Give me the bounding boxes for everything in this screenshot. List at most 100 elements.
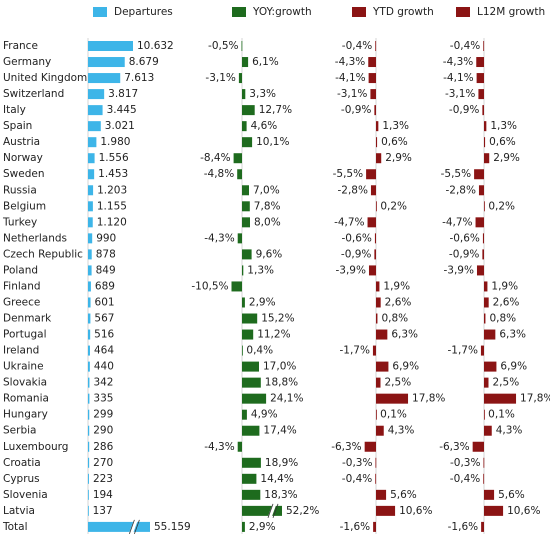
value-label: 3.445 [107, 104, 137, 116]
value-label: 286 [93, 441, 113, 453]
value-label: -4,7% [442, 216, 472, 228]
bar [484, 281, 488, 292]
bar [373, 521, 376, 532]
value-label: 15,2% [261, 313, 294, 325]
bar [242, 217, 250, 228]
bar [88, 457, 90, 468]
value-label: 4,6% [251, 120, 278, 132]
bar [242, 201, 250, 212]
bar [374, 105, 376, 116]
bar [242, 409, 247, 420]
value-label: 290 [93, 425, 113, 437]
bar [484, 153, 490, 164]
category-label: Luxembourg [3, 441, 68, 453]
value-label: -5,5% [333, 168, 363, 180]
bar [478, 89, 484, 100]
category-label: Denmark [3, 313, 52, 325]
value-label: 1,3% [490, 120, 517, 132]
value-label: 2,9% [249, 296, 276, 308]
value-label: 2,9% [493, 152, 520, 164]
value-label: 7,0% [253, 184, 280, 196]
bar [88, 233, 93, 244]
value-label: 1.155 [97, 200, 127, 212]
value-label: -1,6% [340, 521, 370, 533]
value-label: -4,1% [335, 72, 365, 84]
value-label: 601 [95, 296, 115, 308]
bar [242, 313, 258, 324]
bar [242, 345, 243, 356]
value-label: 6,3% [391, 329, 418, 341]
value-label: -4,3% [443, 56, 473, 68]
bar [375, 473, 377, 484]
category-label: Cyprus [3, 473, 40, 485]
value-label: 689 [95, 280, 115, 292]
bar [368, 265, 376, 276]
value-label: 52,2% [286, 505, 319, 517]
bar [376, 505, 396, 516]
value-label: 0,2% [488, 200, 515, 212]
bar [483, 473, 485, 484]
bar [88, 57, 125, 68]
legend-swatch [456, 7, 470, 17]
value-label: 1,3% [247, 264, 274, 276]
bar [242, 137, 253, 148]
value-label: 6,3% [499, 329, 526, 341]
value-label: -4,7% [334, 216, 364, 228]
category-label: Latvia [3, 505, 35, 517]
value-label: -1,7% [339, 345, 369, 357]
category-label: Poland [3, 264, 38, 276]
bar [238, 73, 242, 84]
bar [242, 249, 252, 260]
bar [482, 249, 484, 260]
value-label: 1.120 [97, 216, 127, 228]
value-label: 18,8% [265, 377, 298, 389]
bar [242, 489, 261, 500]
category-label: Ireland [3, 345, 39, 357]
category-label: Switzerland [3, 88, 64, 100]
value-label: 0,1% [488, 409, 515, 421]
category-label: Spain [3, 120, 32, 132]
bar [472, 441, 484, 452]
value-label: 2,6% [493, 296, 520, 308]
value-label: 10.632 [137, 40, 174, 52]
bar [367, 217, 376, 228]
value-label: 342 [93, 377, 113, 389]
bar [482, 105, 484, 116]
category-label: Austria [3, 136, 40, 148]
value-label: -0,5% [208, 40, 238, 52]
value-label: 11,2% [257, 329, 290, 341]
legend-label: YTD growth [372, 6, 434, 18]
category-label: Russia [3, 184, 37, 196]
bar [88, 185, 94, 196]
category-label: Romania [3, 393, 49, 405]
category-label: Turkey [2, 216, 37, 228]
bar [376, 121, 379, 132]
value-label: 1.980 [100, 136, 130, 148]
value-label: 0,2% [380, 200, 407, 212]
bar [376, 137, 378, 148]
value-label: 3,3% [249, 88, 276, 100]
value-label: 1,9% [491, 280, 518, 292]
bar [88, 41, 133, 51]
bar [88, 121, 101, 132]
value-label: 0,6% [489, 136, 516, 148]
value-label: 440 [94, 361, 114, 373]
category-label: Czech Republic [3, 248, 83, 260]
value-label: -0,4% [450, 40, 480, 52]
bar [88, 393, 90, 404]
bar [88, 73, 121, 84]
value-label: 18,9% [265, 457, 298, 469]
bar [376, 409, 377, 420]
category-label: Croatia [3, 457, 41, 469]
category-label: Slovakia [3, 377, 47, 389]
value-label: 0,8% [381, 313, 408, 325]
category-label: France [3, 40, 38, 52]
bar [88, 521, 150, 532]
bar [480, 345, 484, 356]
legend-label: L12M growth [477, 6, 545, 18]
bar [88, 361, 90, 372]
value-label: 4,3% [496, 425, 523, 437]
bar [242, 505, 282, 516]
bar [233, 153, 242, 164]
bar [484, 121, 487, 132]
